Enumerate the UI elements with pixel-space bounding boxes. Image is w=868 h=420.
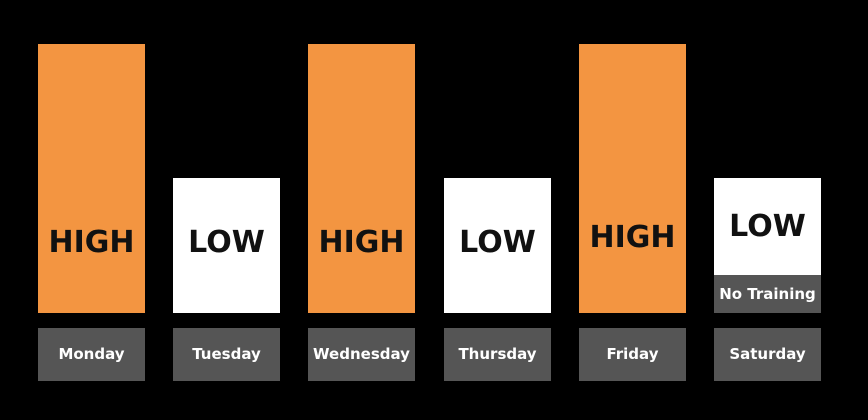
bar-label-tuesday: LOW [188, 225, 265, 260]
bar-monday [38, 44, 145, 313]
day-column-friday: HIGH Friday [579, 0, 686, 420]
bar-label-saturday: LOW [729, 208, 806, 244]
day-column-monday: HIGH Monday [38, 0, 145, 420]
no-training-label: No Training [714, 275, 821, 313]
day-column-thursday: LOW Thursday [444, 0, 551, 420]
bar-thursday [444, 178, 551, 313]
bar-label-thursday: LOW [459, 225, 536, 260]
bar-friday [579, 44, 686, 313]
bar-wednesday [308, 44, 415, 313]
day-column-saturday: No Training LOW Saturday [714, 0, 821, 420]
day-label-wednesday: Wednesday [308, 328, 415, 381]
bar-label-wednesday: HIGH [318, 225, 405, 260]
day-label-tuesday: Tuesday [173, 328, 280, 381]
bar-tuesday [173, 178, 280, 313]
day-column-wednesday: HIGH Wednesday [308, 0, 415, 420]
day-label-monday: Monday [38, 328, 145, 381]
day-label-friday: Friday [579, 328, 686, 381]
day-label-saturday: Saturday [714, 328, 821, 381]
bar-label-monday: HIGH [48, 225, 135, 260]
bar-label-friday: HIGH [589, 220, 676, 255]
day-label-thursday: Thursday [444, 328, 551, 381]
day-column-tuesday: LOW Tuesday [173, 0, 280, 420]
